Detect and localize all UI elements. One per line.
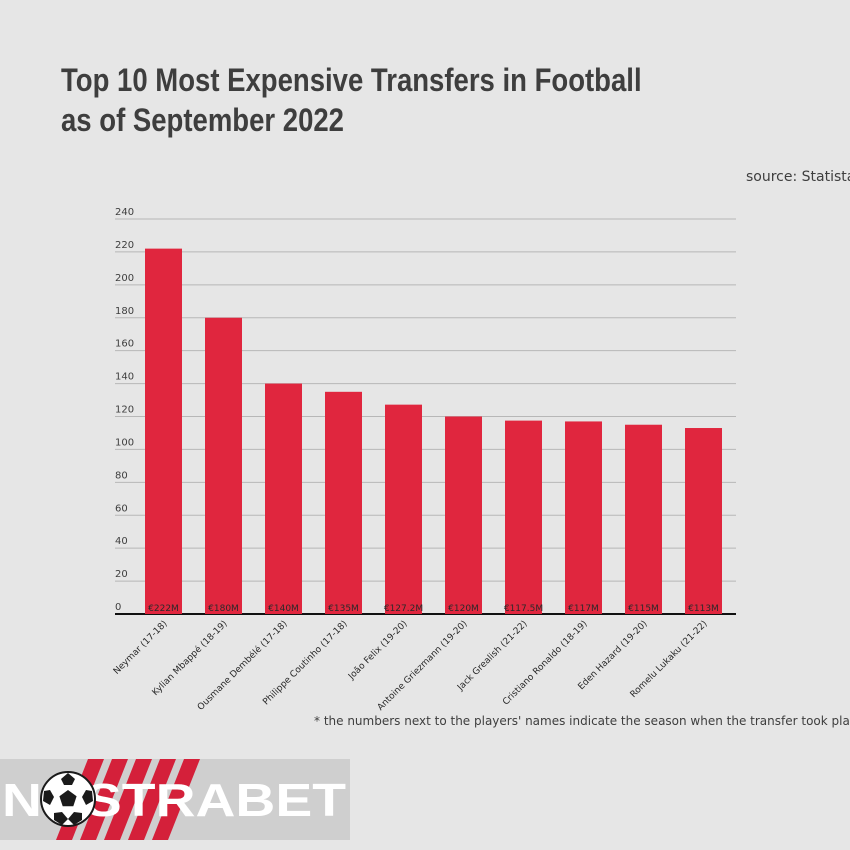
data-label: €120M (448, 604, 479, 614)
data-label: €117M (568, 604, 599, 614)
soccer-ball-icon (40, 771, 96, 827)
data-label: €113M (688, 604, 719, 614)
x-tick-label: Eden Hazard (19-20) (577, 619, 650, 692)
data-label: €117.5M (504, 604, 543, 614)
y-tick-label: 200 (115, 273, 134, 284)
x-tick-label: Neymar (17-18) (112, 619, 170, 677)
y-tick-label: 160 (115, 339, 134, 350)
bar (685, 428, 722, 614)
bar (385, 404, 422, 614)
data-label: €135M (328, 604, 359, 614)
bar (505, 420, 542, 614)
y-tick-label: 240 (115, 207, 134, 218)
bar (265, 383, 302, 614)
y-tick-label: 20 (115, 569, 128, 580)
data-labels: €222M €180M €140M €135M €127.2M €120M €117.5M €… (148, 604, 719, 614)
bar (445, 416, 482, 614)
data-label: €115M (628, 604, 659, 614)
y-tick-label: 120 (115, 405, 134, 416)
source-label: source: Statista (746, 169, 850, 185)
brand-logo: NOSTRABET (0, 759, 350, 840)
y-tick-label: 80 (115, 470, 128, 481)
y-tick-label: 220 (115, 240, 134, 251)
x-tick-labels: Neymar (17-18)Kylian Mbappé (18-19)Ousma… (112, 618, 710, 713)
bar (565, 421, 602, 614)
y-tick-label: 180 (115, 306, 134, 317)
bar (325, 391, 362, 614)
y-tick-label: 60 (115, 503, 128, 514)
y-tick-label: 100 (115, 437, 134, 448)
data-label: €127.2M (384, 604, 423, 614)
x-tick-label: João Felix (19-20) (346, 619, 409, 682)
data-label: €180M (208, 604, 239, 614)
bar (625, 424, 662, 614)
footnote: * the numbers next to the players' names… (314, 714, 850, 728)
y-tick-label: 0 (115, 602, 121, 613)
y-tick-label: 140 (115, 372, 134, 383)
bars (145, 248, 722, 614)
y-tick-labels: 0 20 40 60 80 100 120 140 160 180 200 220 240 (115, 207, 134, 613)
y-tick-label: 40 (115, 536, 128, 547)
chart-title: Top 10 Most Expensive Transfers in Footb… (61, 62, 642, 138)
bar (205, 317, 242, 614)
bar (145, 248, 182, 614)
data-label: €140M (268, 604, 299, 614)
data-label: €222M (148, 604, 179, 614)
